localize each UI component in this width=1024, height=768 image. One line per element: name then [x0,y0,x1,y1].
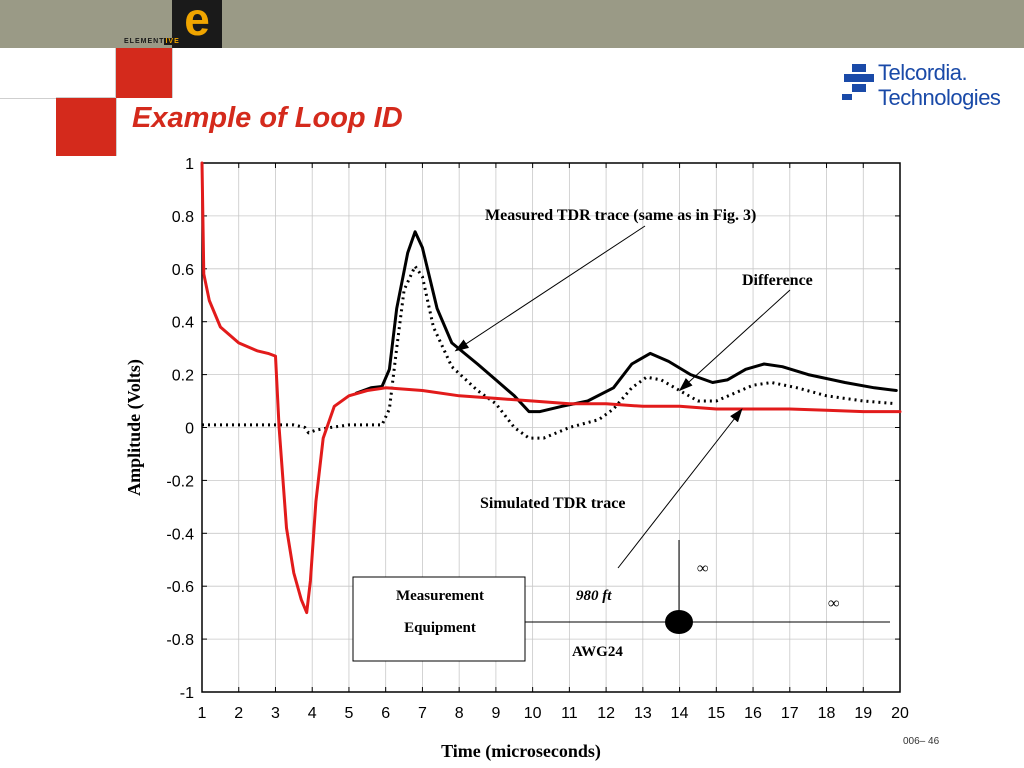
logo-wordmark-main: ELEMENT [124,38,165,45]
x-tick-label: 8 [455,705,464,722]
x-tick-label: 20 [891,705,909,722]
cable-length-label: 980 ft [576,588,612,604]
y-axis-label: Amplitude (Volts) [124,359,145,496]
x-tick-label: 17 [781,705,799,722]
x-tick-label: 3 [271,705,280,722]
x-tick-label: 2 [234,705,243,722]
brand-name: Telcordia. Technologies [878,60,1001,110]
chart-series [200,161,902,615]
annotation-measured: Measured TDR trace (same as in Fig. 3) [485,207,756,224]
y-tick-label: -0.6 [166,579,194,596]
telcordia-logo: Telcordia. Technologies [842,60,1012,120]
y-tick-label: 0.6 [172,262,194,279]
x-tick-label: 19 [854,705,872,722]
cable-gauge-label: AWG24 [572,644,623,660]
arrow-simulated [617,408,743,569]
series-line-simulated [200,161,902,615]
x-tick-label: 15 [707,705,725,722]
arrow-measured [454,225,646,352]
x-tick-label: 18 [818,705,836,722]
brand-line-1: Telcordia. [878,60,968,85]
x-tick-label: 16 [744,705,762,722]
deco-line-right [172,48,173,98]
x-axis-label: Time (microseconds) [441,741,601,762]
y-tick-label: -0.4 [166,526,194,543]
y-tick-label: 0 [185,421,194,438]
y-tick-label: 0.2 [172,368,194,385]
y-tick-label: -1 [180,685,194,702]
open-end-label-main: ∞ [828,595,839,612]
x-tick-label: 6 [381,705,390,722]
equipment-label-line-2: Equipment [404,620,476,636]
chart-ticks: 1 2 3 4 5 6 7 8 9 10 11 12 13 14 15 16 17 18 19 2010.80.60.… [166,156,909,722]
x-tick-label: 5 [344,705,353,722]
slide-footer: 006– 46 [903,736,940,747]
x-tick-label: 4 [308,705,317,722]
slide-title: Example of Loop ID [132,102,403,134]
deco-square-outline-top [56,48,116,98]
deco-square-red-top [116,48,172,98]
annotation-difference: Difference [742,272,813,289]
deco-line-left [0,98,56,99]
deco-square-red-bottom [56,98,116,156]
x-tick-label: 12 [597,705,615,722]
arrow-difference [678,289,791,392]
deco-line-vertical [116,98,117,156]
y-tick-label: 0.8 [172,209,194,226]
equipment-label-line-1: Measurement [396,588,484,604]
x-tick-label: 7 [418,705,427,722]
junction-node [665,610,693,634]
y-tick-label: -0.8 [166,632,194,649]
measurement-equipment-box [352,576,526,662]
series-line-difference [202,264,897,440]
x-tick-label: 9 [491,705,500,722]
x-tick-label: 14 [671,705,689,722]
y-tick-label: 1 [185,156,194,173]
x-tick-label: 11 [561,705,578,722]
open-end-label-tap: ∞ [697,560,708,577]
x-tick-label: 1 [198,705,207,722]
logo-wordmark-accent: IVE [164,38,181,45]
y-tick-label: -0.2 [166,473,194,490]
logo-letter: e [184,0,210,45]
x-tick-label: 13 [634,705,652,722]
x-tick-label: 10 [524,705,542,722]
loop-diagram: Measurement Equipment 980 ft AWG24 ∞ ∞ [352,540,890,662]
telcordia-mark-icon [842,64,874,100]
annotation-simulated: Simulated TDR trace [480,495,625,512]
series-line-measured [354,230,898,414]
logo-wordmark: ELEMENTIVE [124,38,181,48]
brand-line-2: Technologies [878,85,1001,110]
y-tick-label: 0.4 [172,315,194,332]
